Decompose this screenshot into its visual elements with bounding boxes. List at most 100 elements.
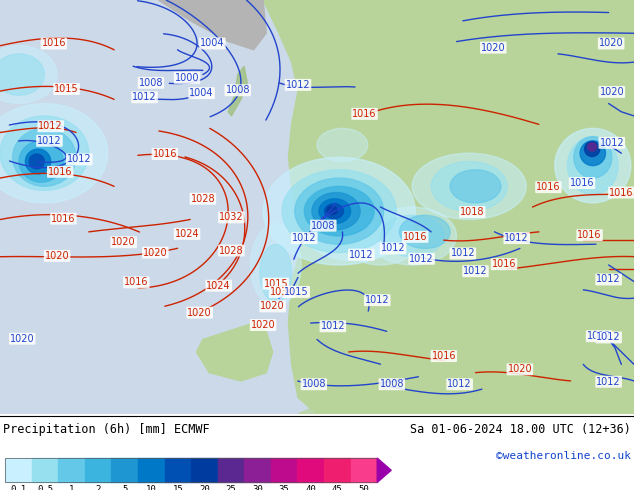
Text: 1018: 1018 [460,207,484,217]
Text: 1032: 1032 [219,212,243,222]
Bar [5,458,32,482]
Text: 10: 10 [146,486,157,490]
Bar [324,458,351,482]
Text: 1012: 1012 [597,332,621,343]
Text: 1015: 1015 [264,279,288,289]
Ellipse shape [368,207,456,265]
Text: 1004: 1004 [200,39,224,49]
Text: 50: 50 [359,486,370,490]
Text: 1012: 1012 [39,122,63,131]
Text: 1020: 1020 [112,237,136,247]
Bar [351,458,377,482]
Ellipse shape [13,128,76,186]
Ellipse shape [325,204,344,219]
Ellipse shape [450,170,501,203]
Bar [217,458,244,482]
Text: 1016: 1016 [536,182,560,192]
Ellipse shape [574,137,612,178]
Polygon shape [197,323,273,381]
Text: 1028: 1028 [219,245,243,255]
Ellipse shape [304,186,374,236]
Ellipse shape [19,141,63,182]
Ellipse shape [25,149,51,174]
Ellipse shape [380,215,444,257]
Polygon shape [263,0,634,414]
Polygon shape [158,0,266,49]
Ellipse shape [250,223,301,306]
Text: 1008: 1008 [311,220,335,231]
Text: 1020: 1020 [481,43,505,52]
Text: 5: 5 [122,486,127,490]
Text: 0.5: 0.5 [37,486,53,490]
Text: 45: 45 [332,486,343,490]
Text: 1016: 1016 [570,178,594,188]
Text: 1020: 1020 [600,87,624,97]
Text: 1012: 1012 [349,249,373,260]
Text: 1012: 1012 [587,331,611,341]
Text: 1015: 1015 [55,84,79,94]
Text: 30: 30 [252,486,263,490]
Text: 0.1: 0.1 [10,486,27,490]
Polygon shape [298,389,634,414]
Ellipse shape [0,54,44,95]
Text: 1030: 1030 [270,287,294,297]
Text: 1012: 1012 [505,233,529,243]
Polygon shape [377,458,391,482]
Text: 1012: 1012 [365,295,389,305]
Text: 1008: 1008 [226,85,250,95]
Ellipse shape [555,128,631,203]
Text: 40: 40 [306,486,316,490]
Text: 1012: 1012 [37,136,61,146]
Text: 1020: 1020 [10,334,34,343]
Text: 1016: 1016 [403,232,427,242]
Ellipse shape [580,141,605,166]
Text: 1020: 1020 [143,247,167,258]
Bar [165,458,191,482]
Text: 1016: 1016 [353,109,377,119]
Text: 1020: 1020 [508,365,532,374]
Text: 1020: 1020 [261,301,285,312]
Ellipse shape [282,170,396,252]
Bar [112,458,138,482]
Ellipse shape [29,154,44,169]
Bar [271,458,297,482]
Text: 2: 2 [96,486,101,490]
Ellipse shape [317,128,368,162]
Ellipse shape [263,157,415,265]
Polygon shape [228,66,247,116]
Text: 1012: 1012 [410,254,434,264]
Ellipse shape [588,143,597,151]
Text: 1012: 1012 [67,154,91,165]
Text: 1: 1 [69,486,74,490]
Bar [85,458,112,482]
Ellipse shape [0,116,89,191]
Text: 1020: 1020 [45,251,69,261]
Text: 25: 25 [226,486,236,490]
Text: 1004: 1004 [190,88,214,98]
Text: 1016: 1016 [609,188,633,197]
Text: 1016: 1016 [48,167,72,177]
Text: 1012: 1012 [597,377,621,387]
Text: 1020: 1020 [251,320,275,330]
Text: 1016: 1016 [153,149,177,159]
Text: 35: 35 [279,486,290,490]
Text: 1016: 1016 [42,39,66,49]
Text: 1012: 1012 [451,248,475,258]
Text: 1012: 1012 [463,266,488,276]
Text: 1016: 1016 [51,214,75,223]
Text: 1012: 1012 [133,92,157,102]
Bar [138,458,165,482]
Text: 1012: 1012 [597,274,621,285]
Text: 1008: 1008 [380,379,404,389]
Text: 1015: 1015 [285,287,309,297]
Bar [5,458,377,482]
Text: 1012: 1012 [448,379,472,389]
Text: 1024: 1024 [175,229,199,239]
Ellipse shape [304,203,406,261]
Bar [58,458,85,482]
Text: 1016: 1016 [492,259,516,269]
Ellipse shape [0,103,108,203]
Text: 1012: 1012 [600,138,624,148]
Bar [244,458,271,482]
Text: 1016: 1016 [578,230,602,240]
